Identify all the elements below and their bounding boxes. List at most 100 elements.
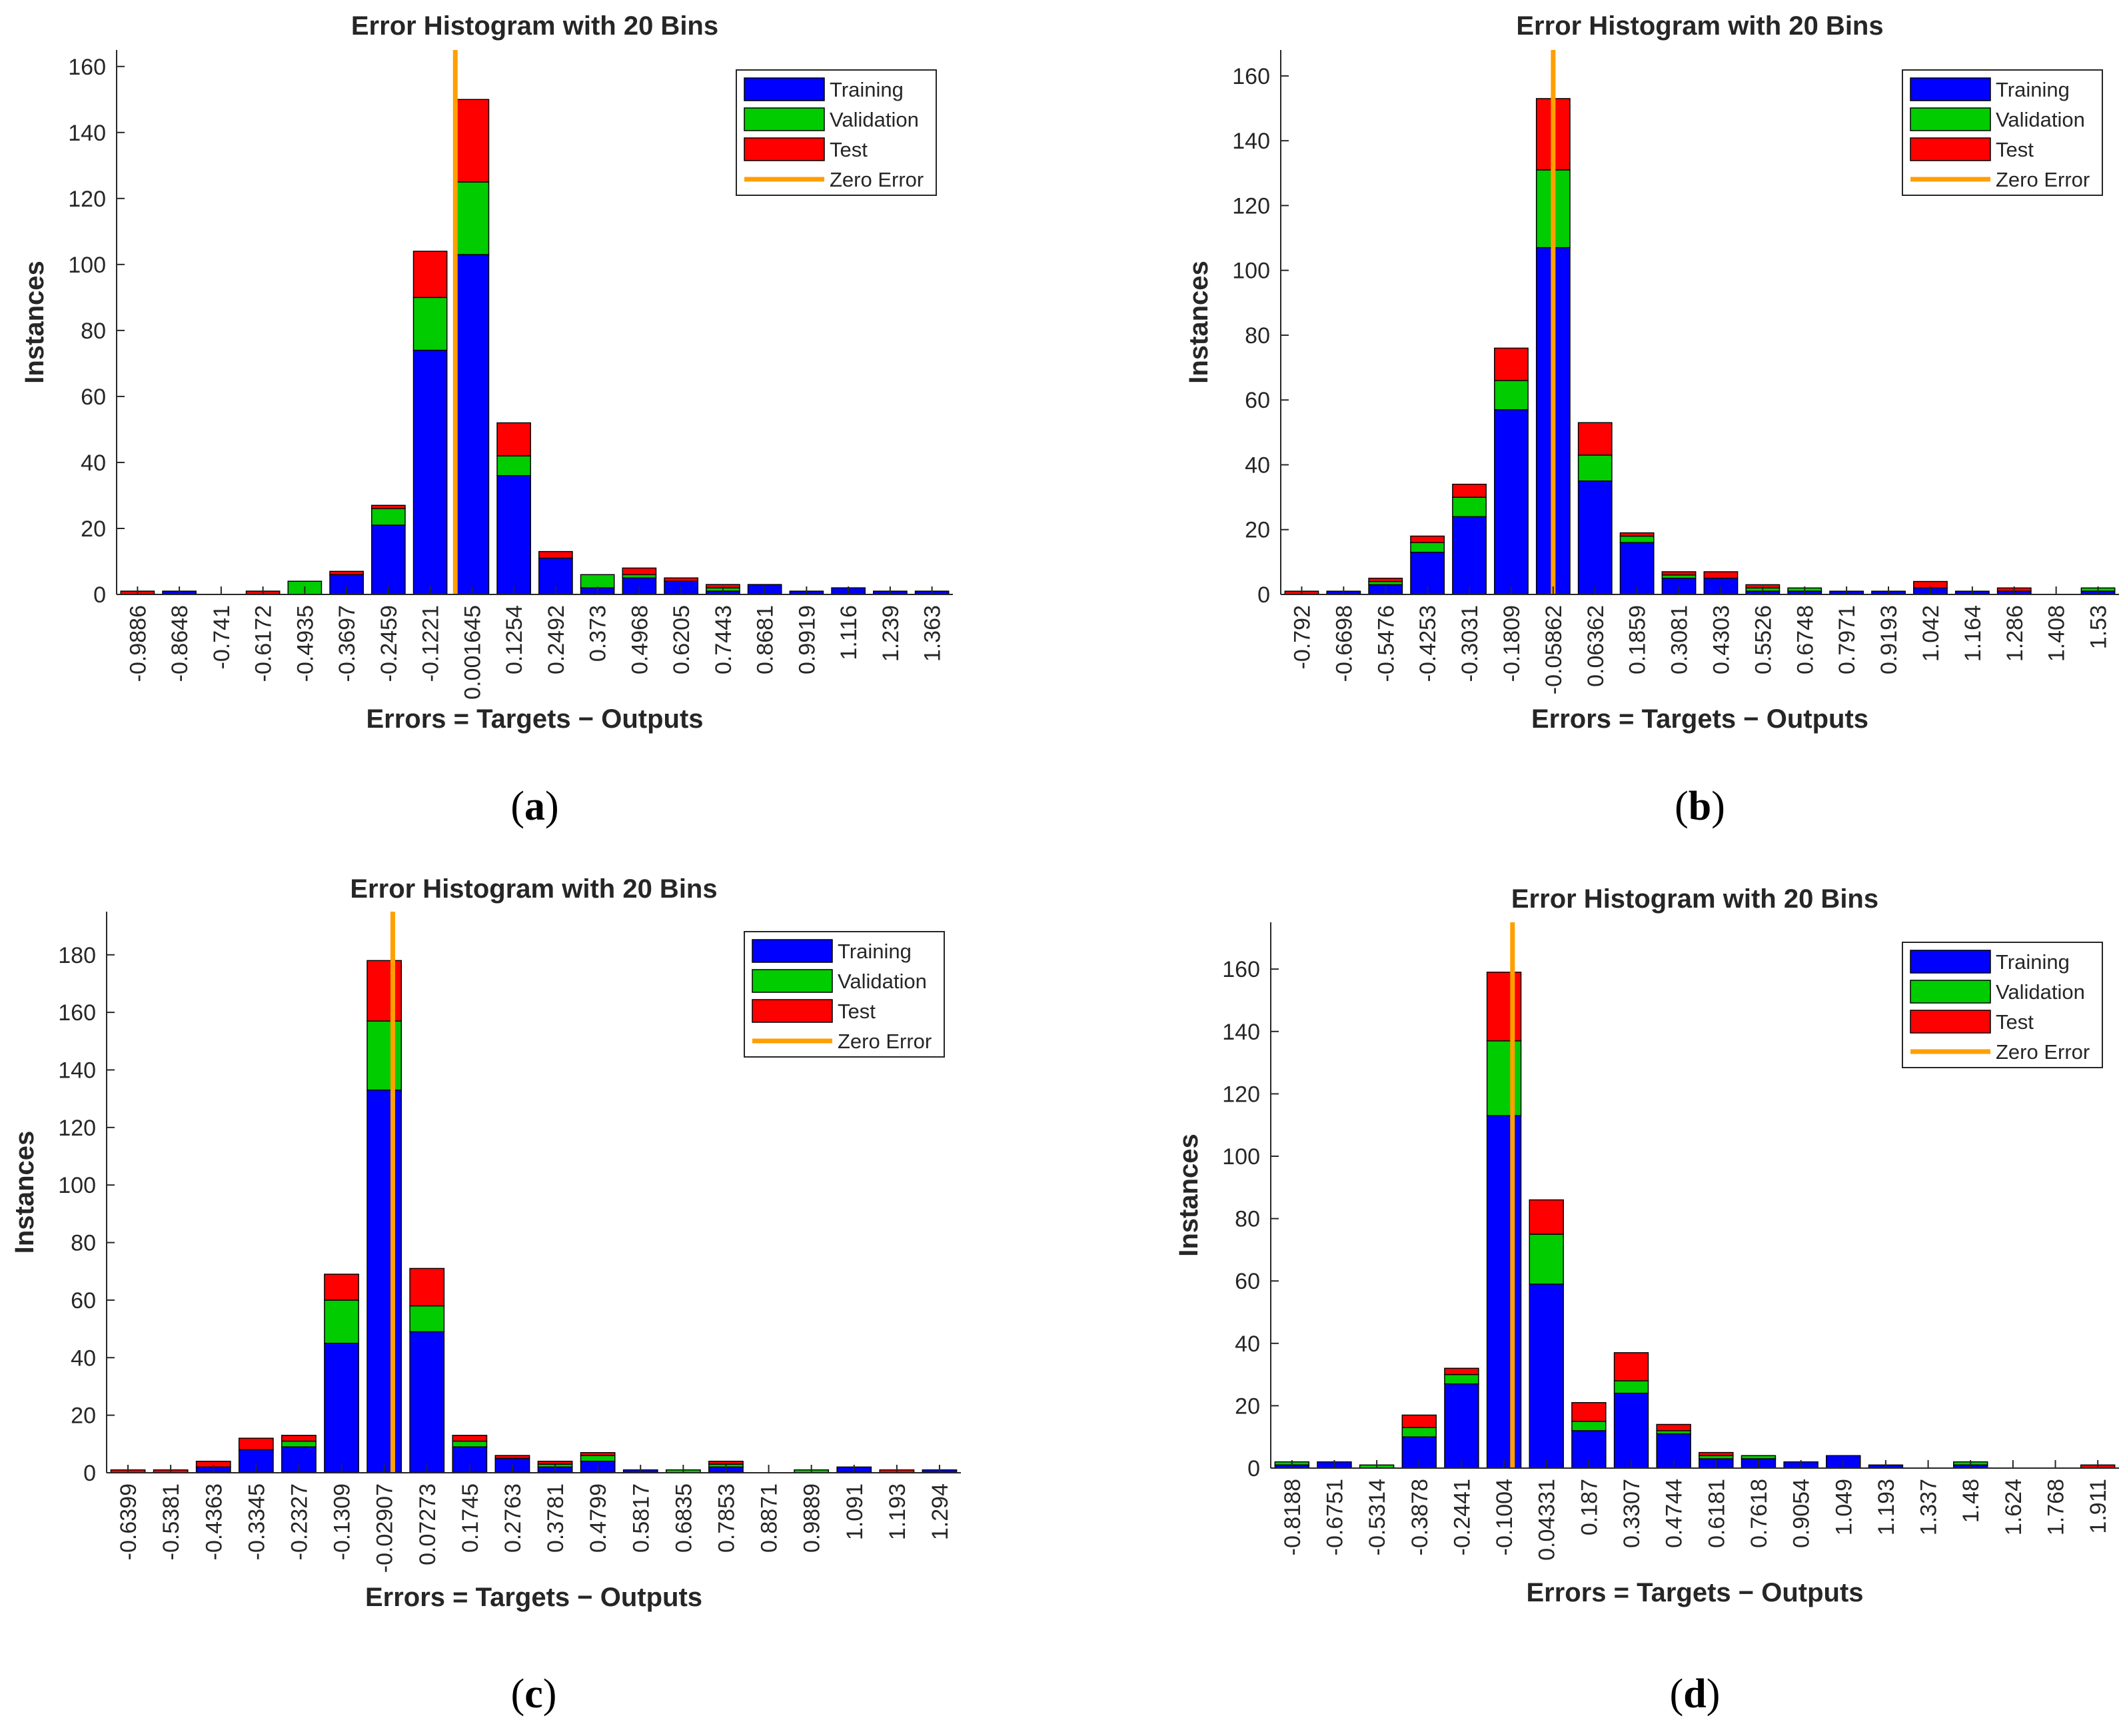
x-tick-label: 0.1745 (458, 1483, 483, 1553)
legend-swatch-validation (1910, 980, 1991, 1004)
y-tick-label: 140 (1232, 129, 1270, 154)
x-axis-label: Errors = Targets − Outputs (1531, 704, 1868, 734)
y-tick-label: 140 (1222, 1020, 1260, 1045)
y-tick-label: 40 (1245, 452, 1270, 478)
x-tick-label: 0.7971 (1834, 605, 1860, 674)
panel-caption: (c) (511, 1671, 557, 1717)
legend-swatch-validation (752, 969, 833, 993)
legend: Training Validation Test Zero Error (1902, 69, 2103, 196)
x-tick-label: 0.6835 (671, 1483, 696, 1553)
x-tick-label: 0.7853 (714, 1483, 739, 1553)
bar-test-3 (238, 1437, 274, 1451)
caption-open-paren: ( (1675, 784, 1689, 829)
x-axis-label: Errors = Targets − Outputs (1526, 1578, 1863, 1607)
x-tick-label: 0.4744 (1662, 1479, 1687, 1548)
bar-validation-5 (324, 1300, 359, 1344)
bar-validation-8 (1613, 1380, 1649, 1394)
x-tick-label: 0.5817 (628, 1483, 654, 1553)
y-tick-label: 20 (1235, 1393, 1260, 1419)
y-tick-label: 80 (1245, 323, 1270, 349)
legend-swatch-test (1910, 1010, 1991, 1034)
bar-training-6 (1529, 1284, 1564, 1469)
y-tick-label: 60 (71, 1288, 96, 1313)
bar-test-10 (1699, 1451, 1734, 1457)
y-tick-label: 160 (58, 1000, 96, 1026)
legend-label: Test (1996, 1010, 2034, 1034)
x-tick-label: 0.06362 (1583, 605, 1609, 687)
y-tick-label: 140 (58, 1058, 96, 1083)
legend-label: Test (830, 138, 868, 161)
x-tick-label: -0.3031 (1457, 605, 1483, 682)
legend-label: Training (1996, 78, 2070, 101)
y-tick-label: 120 (68, 187, 106, 212)
bar-training-6 (371, 524, 406, 595)
legend-label: Zero Error (838, 1030, 932, 1053)
bar-training-9 (496, 474, 531, 595)
x-tick-label: 0.001645 (460, 605, 485, 700)
bar-test-5 (1494, 347, 1529, 381)
bar-training-5 (1486, 1115, 1522, 1469)
bar-validation-11 (580, 574, 615, 588)
x-tick-label: 0.187 (1577, 1479, 1602, 1535)
chart-title: Error Histogram with 20 Bins (1511, 884, 1878, 914)
legend: Training Validation Test Zero Error (736, 69, 937, 196)
legend-label: Zero Error (1996, 168, 2090, 191)
bar-test-4 (1452, 483, 1487, 498)
bar-test-6 (366, 960, 402, 1022)
y-axis-label: Instances (1174, 1134, 1203, 1257)
bar-test-6 (371, 504, 406, 510)
bar-validation-4 (1452, 496, 1487, 518)
x-tick-label: 1.116 (836, 605, 862, 660)
bar-test-3 (1401, 1414, 1437, 1428)
x-tick-label: 0.4968 (627, 605, 652, 674)
y-tick-label: 60 (81, 385, 106, 410)
caption-close-paren: ) (1707, 1671, 1721, 1717)
bar-test-3 (1410, 535, 1445, 543)
panel-caption: (a) (510, 784, 558, 829)
y-tick-label: 100 (1222, 1144, 1260, 1170)
x-tick-label: 0.07273 (415, 1483, 440, 1565)
bar-validation-11 (1741, 1455, 1776, 1459)
legend-label: Training (838, 940, 912, 963)
y-tick-label: 100 (1232, 259, 1270, 284)
bar-validation-8 (452, 1440, 488, 1447)
x-tick-label: -0.6399 (116, 1483, 141, 1560)
bar-test-9 (494, 1455, 530, 1459)
y-tick-label: 80 (81, 319, 106, 344)
panel-caption: (b) (1675, 784, 1725, 829)
y-tick-label: 0 (83, 1461, 96, 1486)
x-tick-label: 0.3081 (1667, 605, 1693, 674)
x-tick-label: 0.7443 (711, 605, 736, 674)
caption-open-paren: ( (511, 1671, 525, 1717)
legend: Training Validation Test Zero Error (1902, 942, 2103, 1068)
x-tick-label: 0.7618 (1747, 1479, 1772, 1548)
x-tick-label: 1.042 (1918, 605, 1944, 662)
legend-label: Test (838, 1000, 876, 1023)
x-tick-label: 1.363 (920, 605, 946, 662)
bar-test-6 (1529, 1199, 1564, 1235)
bar-validation-4 (281, 1440, 317, 1447)
caption-letter: a (524, 784, 545, 829)
x-axis-label: Errors = Targets − Outputs (365, 1583, 702, 1612)
y-tick-label: 0 (93, 582, 106, 608)
y-tick-label: 80 (1235, 1207, 1260, 1232)
legend-label: Training (1996, 950, 2070, 974)
x-tick-label: -0.4253 (1415, 605, 1441, 682)
x-axis-label: Errors = Targets − Outputs (366, 704, 703, 734)
legend-swatch-test (744, 137, 825, 161)
bar-test-8 (1613, 1352, 1649, 1381)
bar-validation-7 (1577, 454, 1613, 482)
x-tick-label: 0.3781 (543, 1483, 568, 1553)
legend-swatch-training (752, 939, 833, 963)
chart-title: Error Histogram with 20 Bins (1516, 11, 1883, 41)
bar-validation-8 (1619, 535, 1655, 543)
y-tick-label: 40 (1235, 1331, 1260, 1357)
x-tick-label: 0.6181 (1704, 1479, 1729, 1548)
bar-test-11 (580, 1452, 616, 1456)
legend-label: Zero Error (1996, 1040, 2090, 1064)
bar-validation-7 (412, 297, 448, 351)
y-tick-label: 80 (71, 1231, 96, 1256)
x-tick-label: 0.8871 (757, 1483, 782, 1553)
y-tick-label: 60 (1245, 388, 1270, 413)
